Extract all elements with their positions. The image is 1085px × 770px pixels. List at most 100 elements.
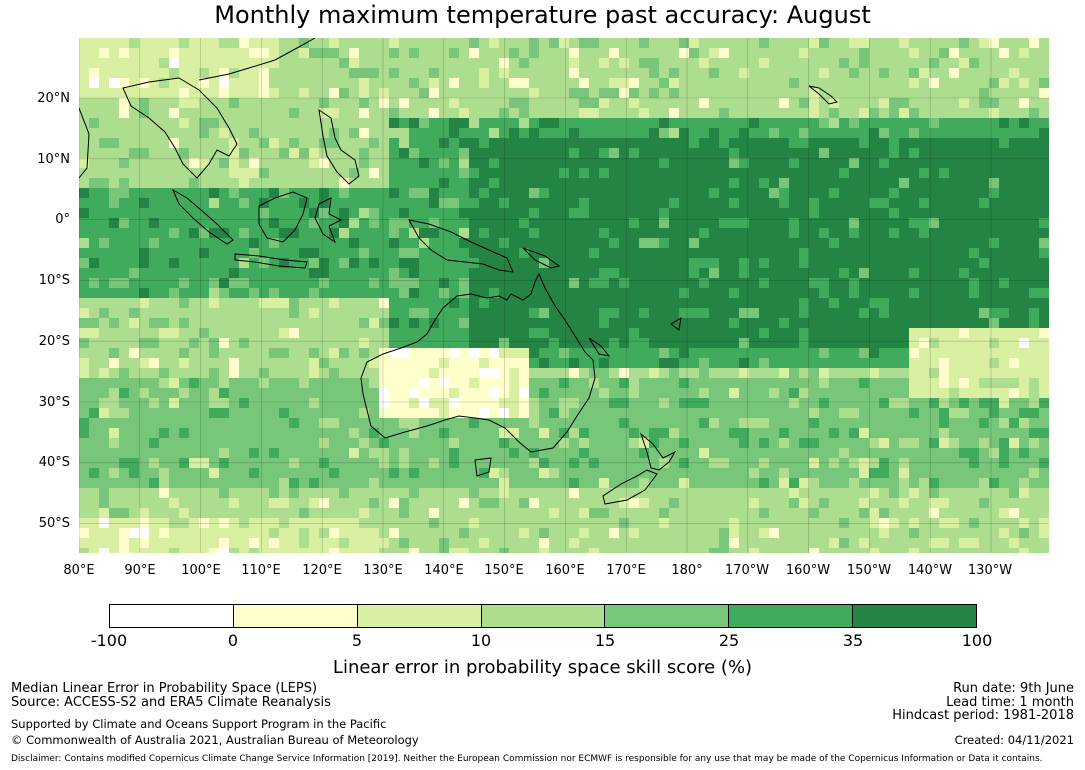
skill-cell [689, 258, 699, 268]
skill-cell [489, 388, 499, 398]
skill-cell [459, 288, 469, 298]
skill-cell [979, 108, 989, 118]
skill-cell [549, 108, 559, 118]
skill-cell [459, 538, 469, 548]
skill-cell [779, 188, 789, 198]
skill-cell [549, 548, 559, 553]
skill-cell [879, 188, 889, 198]
skill-cell [939, 208, 949, 218]
skill-cell [459, 258, 469, 268]
skill-cell [589, 108, 599, 118]
skill-cell [859, 118, 869, 128]
skill-cell [859, 438, 869, 448]
skill-cell [739, 398, 749, 408]
skill-cell [89, 538, 99, 548]
skill-cell [969, 438, 979, 448]
skill-cell [999, 448, 1009, 458]
skill-cell [969, 198, 979, 208]
skill-cell [479, 458, 489, 468]
skill-cell [919, 378, 929, 388]
skill-cell [839, 508, 849, 518]
skill-cell [699, 538, 709, 548]
skill-cell [199, 58, 209, 68]
skill-cell [519, 38, 529, 48]
skill-cell [179, 68, 189, 78]
skill-cell [849, 388, 859, 398]
skill-cell [819, 488, 829, 498]
skill-cell [669, 58, 679, 68]
skill-cell [509, 88, 519, 98]
skill-cell [359, 248, 369, 258]
skill-cell [329, 438, 339, 448]
skill-cell [979, 238, 989, 248]
skill-cell [179, 468, 189, 478]
skill-cell [289, 78, 299, 88]
skill-cell [639, 388, 649, 398]
skill-cell [149, 108, 159, 118]
skill-cell [279, 498, 289, 508]
skill-cell [1029, 438, 1039, 448]
skill-cell [479, 118, 489, 128]
skill-cell [469, 348, 479, 358]
skill-cell [799, 268, 809, 278]
skill-cell [309, 488, 319, 498]
skill-cell [839, 468, 849, 478]
skill-cell [879, 458, 889, 468]
skill-cell [869, 518, 879, 528]
skill-cell [309, 238, 319, 248]
skill-cell [109, 278, 119, 288]
skill-cell [639, 148, 649, 158]
skill-cell [1019, 488, 1029, 498]
skill-cell [969, 58, 979, 68]
skill-cell [569, 478, 579, 488]
skill-cell [379, 508, 389, 518]
skill-cell [309, 458, 319, 468]
skill-cell [649, 208, 659, 218]
skill-cell [479, 318, 489, 328]
skill-cell [479, 398, 489, 408]
skill-cell [649, 318, 659, 328]
skill-cell [379, 348, 389, 358]
skill-cell [479, 148, 489, 158]
skill-cell [349, 38, 359, 48]
skill-cell [239, 298, 249, 308]
skill-cell [1009, 418, 1019, 428]
skill-cell [459, 378, 469, 388]
skill-cell [599, 108, 609, 118]
skill-cell [119, 88, 129, 98]
skill-cell [199, 318, 209, 328]
skill-cell [619, 488, 629, 498]
skill-cell [429, 478, 439, 488]
skill-cell [239, 338, 249, 348]
skill-cell [109, 418, 119, 428]
skill-cell [759, 458, 769, 468]
skill-cell [579, 168, 589, 178]
skill-cell [649, 158, 659, 168]
skill-cell [379, 328, 389, 338]
skill-cell [639, 458, 649, 468]
skill-cell [549, 418, 559, 428]
skill-cell [549, 318, 559, 328]
skill-cell [899, 108, 909, 118]
skill-cell [429, 308, 439, 318]
skill-cell [479, 308, 489, 318]
skill-cell [209, 88, 219, 98]
skill-cell [529, 128, 539, 138]
skill-cell [449, 38, 459, 48]
skill-cell [429, 388, 439, 398]
skill-cell [199, 258, 209, 268]
skill-cell [399, 98, 409, 108]
skill-cell [199, 88, 209, 98]
skill-cell [479, 198, 489, 208]
skill-cell [989, 458, 999, 468]
skill-cell [419, 328, 429, 338]
skill-cell [389, 108, 399, 118]
skill-cell [239, 428, 249, 438]
skill-cell [699, 188, 709, 198]
skill-cell [809, 378, 819, 388]
skill-cell [569, 158, 579, 168]
skill-cell [249, 208, 259, 218]
skill-cell [509, 188, 519, 198]
skill-cell [259, 438, 269, 448]
skill-cell [459, 338, 469, 348]
